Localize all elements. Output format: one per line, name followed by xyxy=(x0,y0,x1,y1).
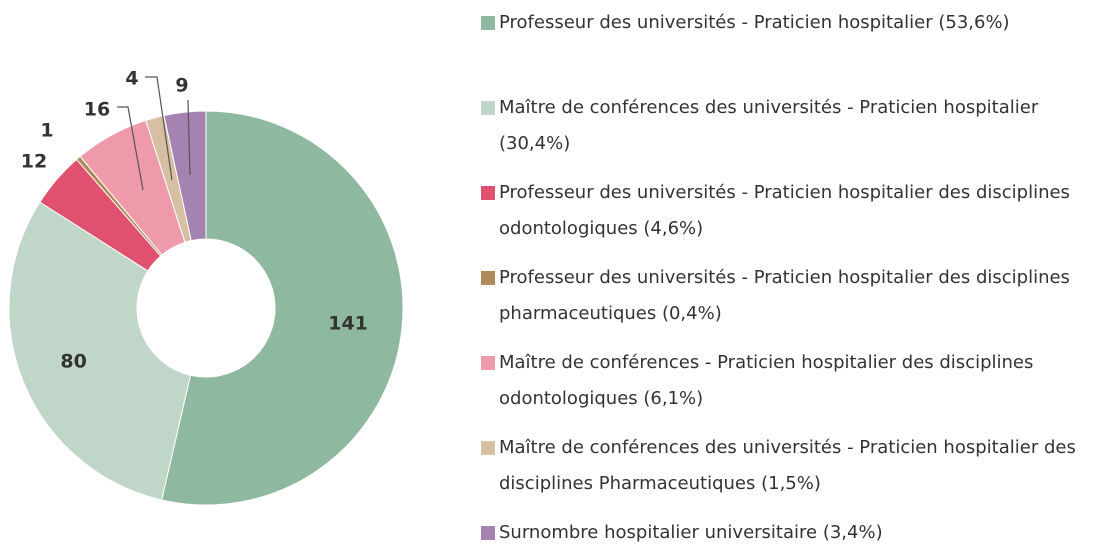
data-label: 9 xyxy=(175,75,188,97)
legend-item: Maître de conférences des universités - … xyxy=(481,430,1093,502)
legend-label: Maître de conférences des universités - … xyxy=(499,97,1039,154)
legend-label: Maître de conférences - Praticien hospit… xyxy=(499,352,1034,409)
data-label: 16 xyxy=(84,99,110,121)
legend-swatch xyxy=(481,16,495,30)
legend-item: Professeur des universités - Praticien h… xyxy=(481,5,1093,41)
legend-swatch xyxy=(481,526,495,540)
legend-label: Professeur des universités - Praticien h… xyxy=(499,267,1070,324)
donut-slice xyxy=(8,201,192,501)
legend-item: Surnombre hospitalier universitaire (3,4… xyxy=(481,522,1093,544)
data-label: 4 xyxy=(125,68,138,90)
donut-slice xyxy=(163,110,207,242)
donut-slice xyxy=(161,110,404,506)
legend-item: Maître de conférences des universités - … xyxy=(481,90,1093,162)
leader-line xyxy=(117,106,144,191)
data-label: 1 xyxy=(40,120,53,142)
legend-swatch xyxy=(481,271,495,285)
chart: 141 80 12 1 16 4 9 xyxy=(8,68,404,506)
legend-item: Professeur des universités - Praticien h… xyxy=(481,260,1093,332)
leader-line xyxy=(187,99,191,176)
data-label: 12 xyxy=(21,151,47,173)
legend-swatch xyxy=(481,356,495,370)
legend-label: Professeur des universités - Praticien h… xyxy=(499,182,1070,239)
legend-label: Professeur des universités - Praticien h… xyxy=(499,12,1010,33)
legend-item: Maître de conférences - Praticien hospit… xyxy=(481,345,1093,417)
legend-swatch xyxy=(481,186,495,200)
legend-swatch xyxy=(481,101,495,115)
leader-line xyxy=(145,76,173,181)
data-label: 80 xyxy=(60,351,86,373)
legend-item: Professeur des universités - Praticien h… xyxy=(481,175,1093,247)
legend-label: Surnombre hospitalier universitaire (3,4… xyxy=(499,522,883,543)
data-label: 141 xyxy=(328,313,368,335)
legend-label: Maître de conférences des universités - … xyxy=(499,437,1076,494)
legend-swatch xyxy=(481,441,495,455)
